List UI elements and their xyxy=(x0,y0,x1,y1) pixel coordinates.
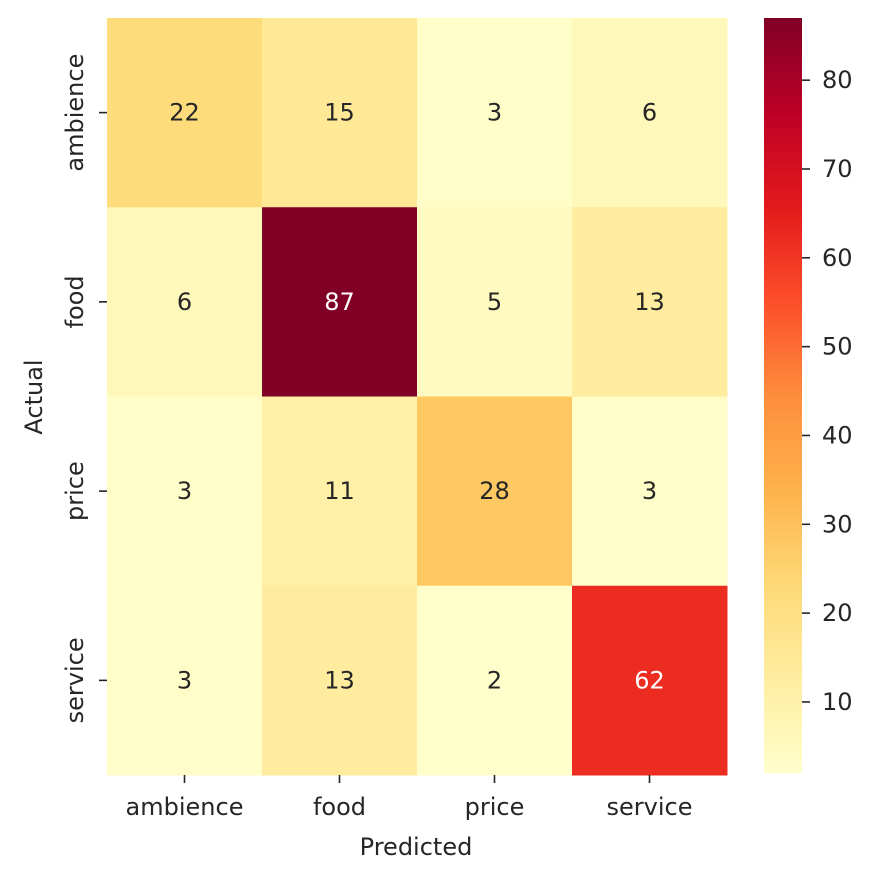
heatmap-cell xyxy=(572,18,728,208)
heatmap-cell xyxy=(107,396,263,587)
cell-value-label: 3 xyxy=(177,666,192,694)
cell-value-label: 28 xyxy=(479,477,510,505)
x-axis-title: Predicted xyxy=(360,833,473,861)
cell-value-label: 2 xyxy=(487,666,502,694)
heatmap-cell-labels: 22 15 3 6 6 87 5 13 3 11 28 3 3 13 2 62 xyxy=(169,99,665,695)
cell-value-label: 87 xyxy=(324,288,355,316)
y-tick-label: price xyxy=(61,461,89,521)
cell-value-label: 3 xyxy=(177,477,192,505)
heatmap-cell xyxy=(107,18,263,208)
colorbar-tick-label: 10 xyxy=(822,688,853,716)
colorbar-tick-label: 60 xyxy=(822,244,853,272)
heatmap-cell xyxy=(107,585,263,776)
cell-value-label: 13 xyxy=(634,288,665,316)
y-tick-label: ambience xyxy=(61,54,89,172)
heatmap-cell xyxy=(572,585,728,776)
cell-value-label: 6 xyxy=(642,99,657,127)
cell-value-label: 3 xyxy=(487,99,502,127)
x-axis-ticks: ambience food price service xyxy=(126,775,693,821)
heatmap-cell xyxy=(262,396,418,587)
heatmap-cell xyxy=(417,18,573,208)
cell-value-label: 11 xyxy=(324,477,355,505)
y-tick-label: food xyxy=(61,275,89,328)
colorbar-tick-label: 30 xyxy=(822,510,853,538)
colorbar-tick-label: 40 xyxy=(822,421,853,449)
cell-value-label: 3 xyxy=(642,477,657,505)
heatmap-cell xyxy=(572,396,728,587)
heatmap-cell xyxy=(262,585,418,776)
colorbar xyxy=(764,18,802,773)
y-axis-ticks: ambience food price service xyxy=(61,54,107,723)
colorbar-tick-label: 20 xyxy=(822,599,853,627)
y-axis-title: Actual xyxy=(20,359,48,434)
cell-value-label: 22 xyxy=(169,99,200,127)
colorbar-ticks: 10 20 30 40 50 60 70 80 xyxy=(802,66,853,716)
x-tick-label: service xyxy=(607,793,693,821)
heatmap-cell xyxy=(572,207,728,397)
heatmap-cell xyxy=(417,396,573,587)
x-tick-label: food xyxy=(313,793,366,821)
cell-value-label: 62 xyxy=(634,666,665,694)
heatmap-cell xyxy=(417,207,573,397)
y-tick-label: service xyxy=(61,637,89,723)
heatmap-cell xyxy=(417,585,573,776)
heatmap-cell xyxy=(107,207,263,397)
cell-value-label: 5 xyxy=(487,288,502,316)
heatmap-cell xyxy=(262,207,418,397)
colorbar-tick-label: 70 xyxy=(822,155,853,183)
cell-value-label: 15 xyxy=(324,99,355,127)
colorbar-tick-label: 80 xyxy=(822,66,853,94)
heatmap-cells xyxy=(107,18,728,776)
x-tick-label: ambience xyxy=(126,793,244,821)
cell-value-label: 13 xyxy=(324,666,355,694)
colorbar-tick-label: 50 xyxy=(822,333,853,361)
heatmap-cell xyxy=(262,18,418,208)
x-tick-label: price xyxy=(465,793,525,821)
cell-value-label: 6 xyxy=(177,288,192,316)
